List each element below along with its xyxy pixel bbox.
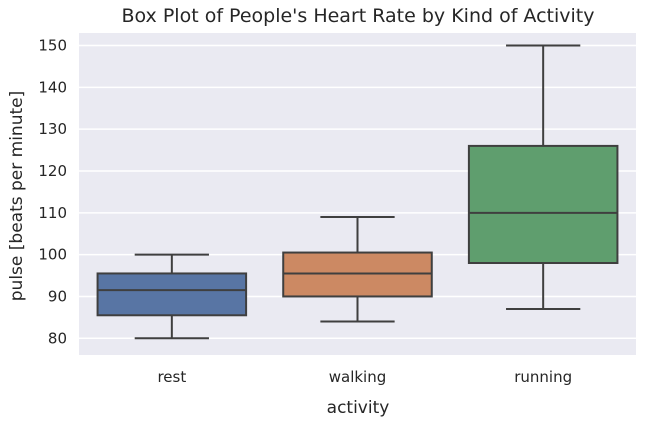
box-running xyxy=(467,44,619,310)
iqr-box-running xyxy=(467,144,619,264)
x-tick-label-walking: walking xyxy=(329,368,387,386)
y-axis-title: pulse [beats per minute] xyxy=(7,91,27,301)
y-tick-labels: 80 90 100 110 120 130 140 150 xyxy=(38,37,67,348)
chart-title: Box Plot of People's Heart Rate by Kind … xyxy=(121,5,594,27)
y-tick-label-100: 100 xyxy=(38,246,67,264)
y-tick-label-150: 150 xyxy=(38,37,67,55)
x-tick-label-rest: rest xyxy=(157,368,186,386)
y-tick-label-140: 140 xyxy=(38,78,67,96)
x-tick-label-running: running xyxy=(514,368,572,386)
box-walking xyxy=(282,216,433,323)
y-tick-label-120: 120 xyxy=(38,162,67,180)
y-tick-label-90: 90 xyxy=(48,287,67,305)
x-axis-title: activity xyxy=(327,398,390,418)
x-tick-labels: rest walking running xyxy=(157,368,572,386)
iqr-box-walking xyxy=(282,251,433,298)
box-rest xyxy=(96,253,248,340)
iqr-box-rest xyxy=(96,272,248,317)
y-tick-label-110: 110 xyxy=(38,204,67,222)
y-tick-label-130: 130 xyxy=(38,120,67,138)
boxes xyxy=(96,44,619,340)
y-tick-label-80: 80 xyxy=(48,329,67,347)
